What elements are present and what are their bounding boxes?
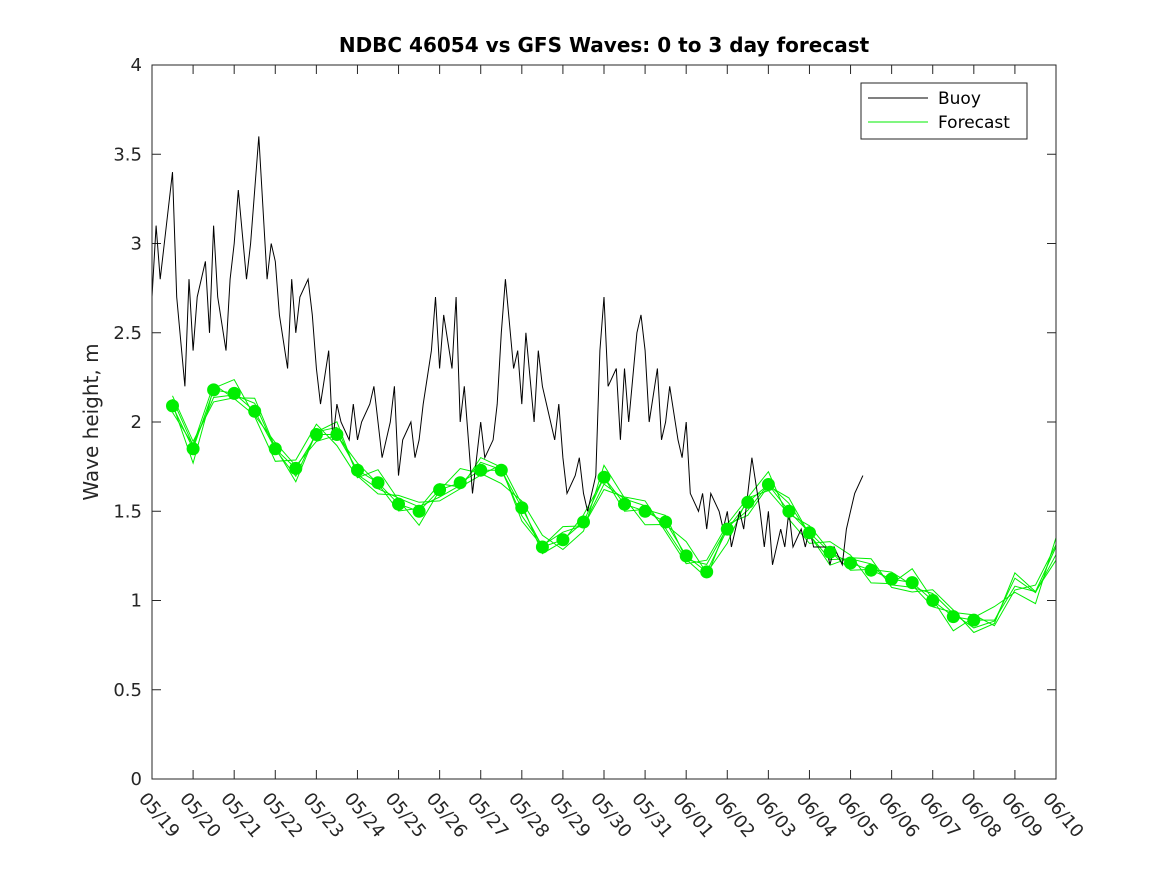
- y-tick-label: 2: [131, 412, 142, 433]
- forecast-point: [412, 504, 426, 518]
- forecast-point: [967, 613, 981, 627]
- forecast-point: [289, 461, 303, 475]
- buoy-series-line: [151, 136, 864, 567]
- forecast-point: [186, 442, 200, 456]
- forecast-point: [371, 476, 385, 490]
- forecast-point: [844, 556, 857, 570]
- x-tick-label: 05/21: [216, 789, 265, 842]
- forecast-point: [166, 399, 179, 413]
- x-tick-label: 06/05: [833, 789, 882, 842]
- forecast-point: [885, 572, 899, 586]
- forecast-point: [659, 515, 673, 529]
- x-tick-label: 05/23: [299, 789, 348, 842]
- forecast-point: [803, 526, 816, 540]
- forecast-point: [782, 504, 796, 518]
- x-tick-label: 06/10: [1038, 789, 1087, 842]
- forecast-point: [761, 478, 775, 491]
- forecast-series-points: [166, 383, 981, 627]
- x-tick-label: 05/30: [586, 789, 635, 842]
- x-tick-label: 05/28: [504, 789, 553, 842]
- forecast-point: [453, 476, 467, 490]
- forecast-point: [515, 501, 529, 515]
- y-tick-label: 0: [131, 769, 142, 790]
- forecast-point: [351, 463, 364, 477]
- forecast-point: [392, 497, 405, 511]
- forecast-point: [248, 404, 262, 418]
- y-tick-label: 0.5: [113, 680, 142, 701]
- forecast-point: [535, 540, 549, 554]
- y-axis-title: Wave height, m: [79, 343, 103, 500]
- legend-box: [860, 82, 1028, 140]
- x-tick-label: 06/01: [668, 789, 717, 842]
- x-tick-label: 05/27: [463, 789, 512, 842]
- x-tick-label: 05/19: [134, 789, 183, 842]
- forecast-point: [227, 386, 241, 400]
- legend: Buoy Forecast: [860, 82, 1028, 140]
- forecast-point: [864, 563, 878, 577]
- forecast-point: [494, 463, 508, 477]
- x-tick-label: 06/08: [956, 789, 1005, 842]
- y-tick-label: 3.5: [113, 144, 142, 165]
- x-tick-label: 05/26: [422, 789, 471, 842]
- forecast-point: [679, 549, 693, 563]
- legend-buoy-label: Buoy: [938, 89, 981, 109]
- axis-ticks: [151, 64, 1057, 780]
- forecast-point: [330, 428, 344, 441]
- y-tick-label: 1.5: [113, 501, 142, 522]
- forecast-point: [700, 565, 714, 579]
- forecast-point: [741, 495, 755, 509]
- plot-area: [152, 65, 1056, 779]
- x-tick-label: 05/22: [257, 789, 306, 842]
- forecast-point: [597, 470, 611, 484]
- forecast-point: [946, 610, 960, 624]
- chart-title: NDBC 46054 vs GFS Waves: 0 to 3 day fore…: [339, 33, 870, 57]
- x-tick-label: 05/25: [381, 789, 430, 842]
- forecast-point: [207, 383, 221, 397]
- forecast-point: [720, 522, 734, 536]
- forecast-point: [823, 545, 837, 559]
- x-tick-label: 05/31: [627, 789, 676, 842]
- forecast-point: [309, 428, 323, 441]
- y-tick-labels: 0 0.5 1 1.5 2 2.5 3 3.5 4: [113, 55, 142, 790]
- forecast-point: [433, 483, 447, 497]
- forecast-line: [172, 378, 1057, 632]
- x-tick-label: 06/04: [792, 789, 841, 842]
- x-tick-label: 05/24: [340, 789, 389, 842]
- x-tick-label: 06/06: [874, 789, 923, 842]
- x-tick-label: 05/20: [175, 789, 224, 842]
- forecast-point: [577, 515, 590, 529]
- x-tick-label: 06/09: [997, 789, 1046, 842]
- y-tick-label: 4: [131, 55, 142, 76]
- forecast-point: [556, 533, 570, 547]
- x-tick-label: 05/29: [545, 789, 594, 842]
- forecast-point: [638, 504, 652, 518]
- forecast-point: [474, 463, 488, 477]
- forecast-point: [618, 497, 631, 511]
- y-tick-label: 2.5: [113, 323, 142, 344]
- x-tick-label: 06/02: [709, 789, 758, 842]
- forecast-point: [905, 576, 919, 590]
- buoy-line: [151, 136, 864, 567]
- legend-forecast-label: Forecast: [938, 113, 1010, 133]
- x-tick-label: 06/03: [751, 789, 800, 842]
- plot-frame: [151, 64, 1057, 780]
- x-tick-labels: 05/1905/2005/2105/2205/2305/2405/2505/26…: [134, 789, 1087, 842]
- forecast-point: [268, 442, 282, 456]
- y-tick-label: 1: [131, 591, 142, 612]
- x-tick-label: 06/07: [915, 789, 964, 842]
- y-tick-label: 3: [131, 234, 142, 255]
- forecast-point: [926, 594, 940, 607]
